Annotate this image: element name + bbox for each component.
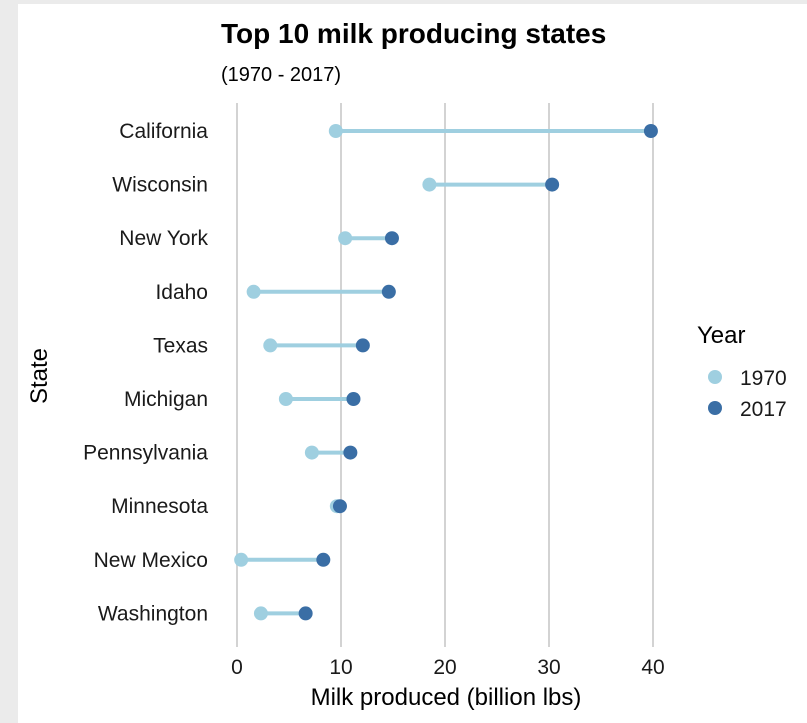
chart-subtitle: (1970 - 2017) [221,64,341,86]
point-2017 [343,445,358,460]
legend-label-1970: 1970 [740,367,787,390]
point-2017 [643,124,658,138]
y-axis-labels: California Wisconsin New York Idaho Texas Mic… [83,120,208,625]
legend-title: Year [697,322,746,349]
x-tick-label: 20 [433,656,456,679]
point-1970 [328,124,343,138]
point-2017 [355,338,370,353]
point-1970 [263,338,278,353]
x-tick-label: 30 [537,656,560,679]
point-2017 [545,177,560,192]
point-1970 [338,231,353,246]
point-1970 [253,606,268,621]
state-label: Wisconsin [112,174,208,197]
state-label: Texas [153,334,208,357]
dumbbell-chart: Top 10 milk producing states (1970 - 201… [26,18,787,711]
legend: Year 1970 2017 [697,322,787,421]
state-label: California [119,120,208,143]
legend-marker-1970 [708,370,722,384]
x-axis-title: Milk produced (billion lbs) [311,684,582,711]
state-label: Minnesota [111,495,208,518]
point-2017 [384,231,399,246]
point-1970 [422,177,437,192]
x-tick-label: 40 [641,656,664,679]
point-2017 [346,392,361,406]
state-label: Idaho [155,281,208,304]
x-axis-ticks: 0 10 20 30 40 [231,656,665,679]
data-marks [234,124,658,621]
point-2017 [332,499,347,514]
state-label: Pennsylvania [83,442,208,465]
point-1970 [246,284,261,299]
state-label: Washington [98,602,208,625]
state-label: New York [119,227,208,250]
point-2017 [298,606,313,621]
state-label: New Mexico [94,549,208,572]
legend-label-2017: 2017 [740,398,787,421]
point-1970 [234,552,249,567]
state-label: Michigan [124,388,208,411]
chart-panel: Top 10 milk producing states (1970 - 201… [18,4,807,723]
y-axis-title: State [26,348,53,404]
x-tick-label: 0 [231,656,243,679]
point-2017 [381,284,396,299]
x-tick-label: 10 [329,656,352,679]
point-1970 [304,445,319,460]
point-1970 [278,392,293,406]
point-2017 [316,552,331,567]
chart-title: Top 10 milk producing states [221,18,606,49]
legend-marker-2017 [708,401,722,415]
